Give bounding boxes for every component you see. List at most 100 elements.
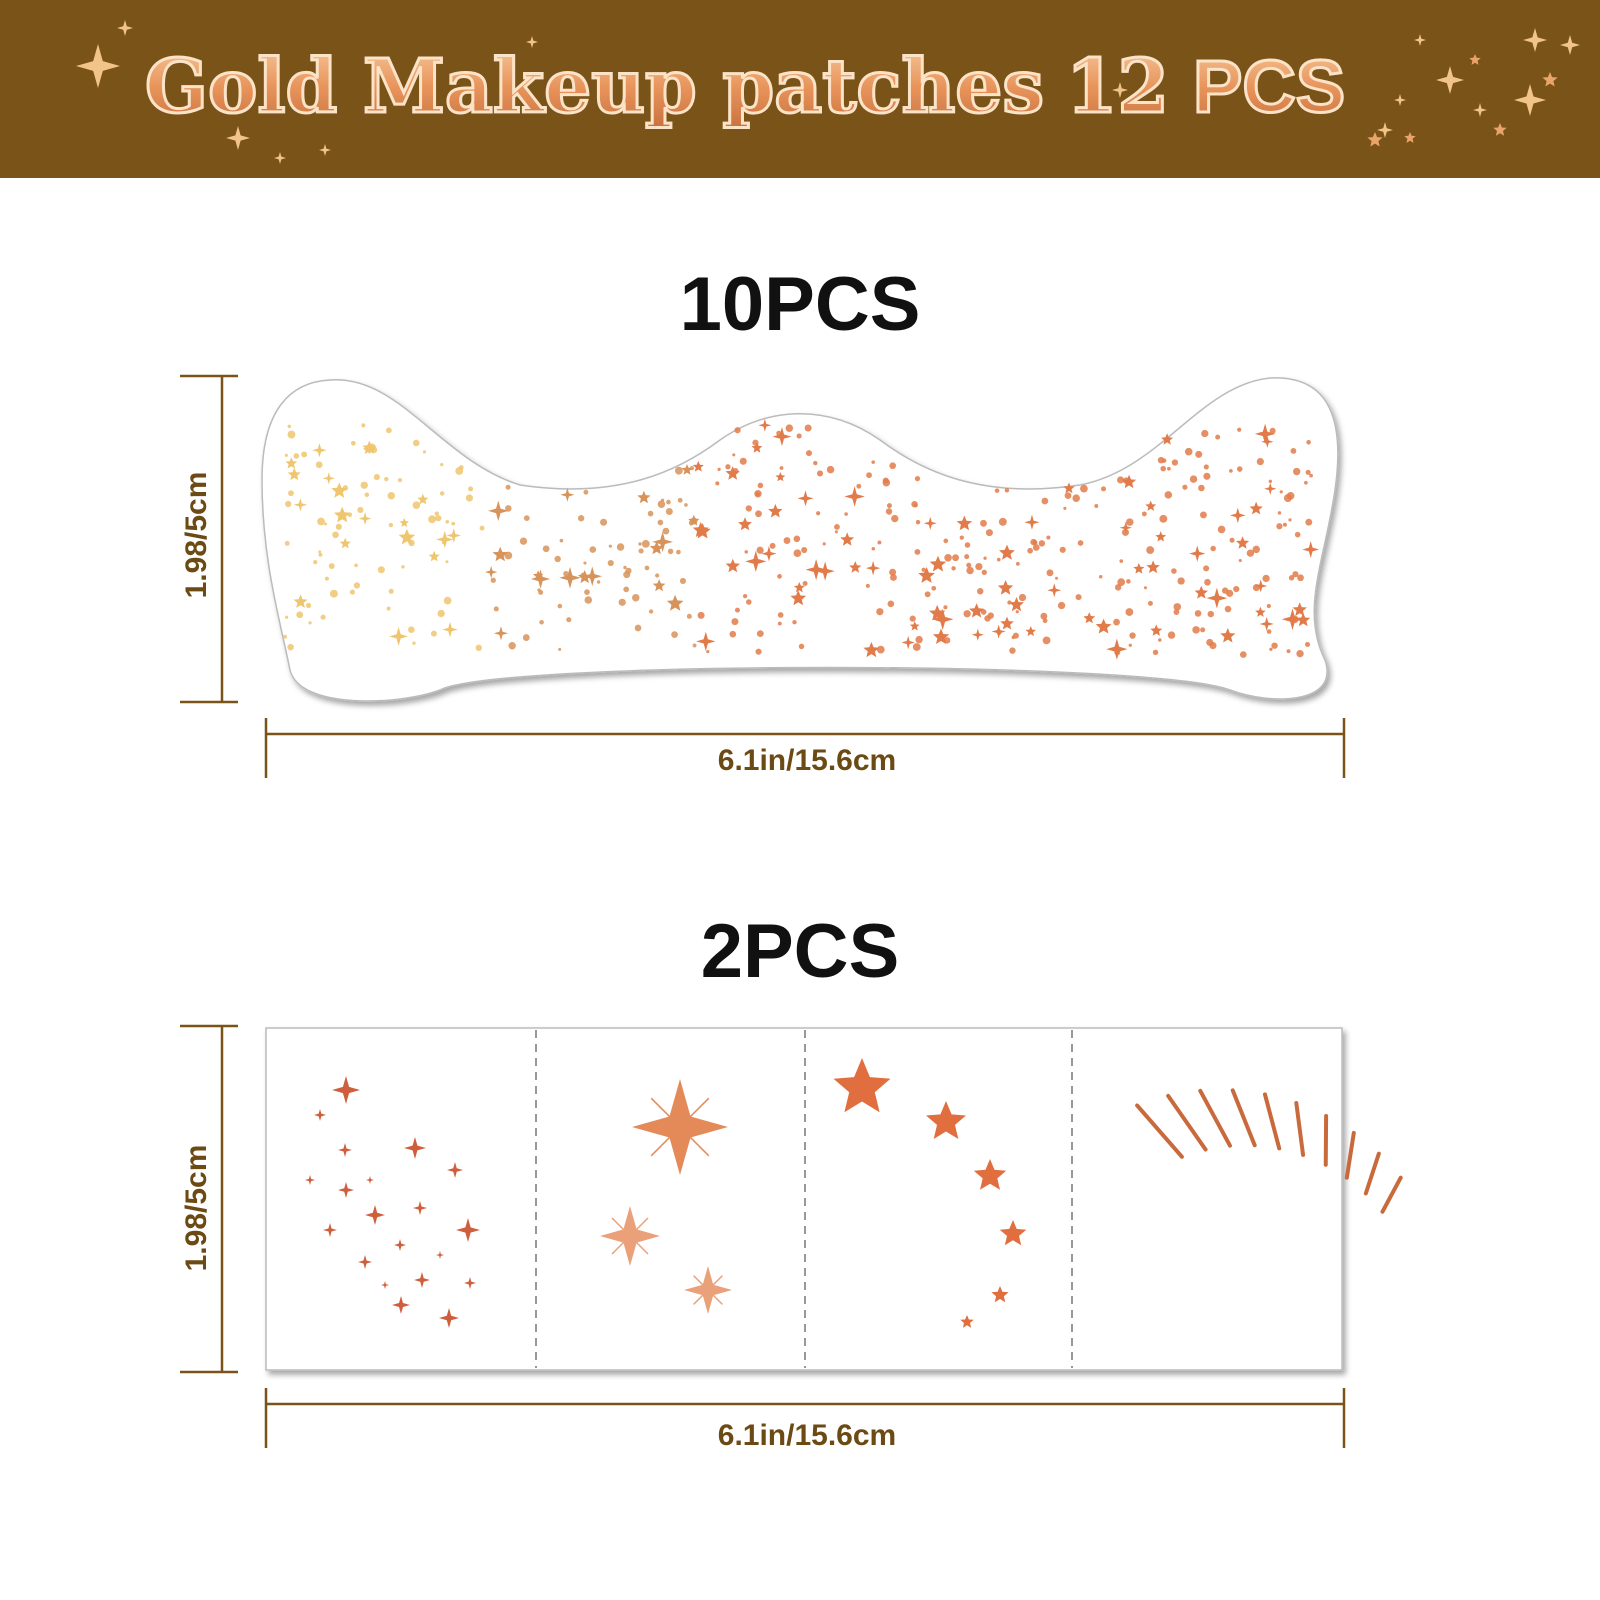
sparkle [381, 1281, 389, 1289]
dot [422, 450, 427, 454]
dot [443, 596, 452, 605]
dot [1167, 631, 1176, 639]
dot [756, 630, 764, 638]
dot [437, 609, 445, 618]
dot [692, 643, 697, 648]
dot [350, 440, 356, 446]
dot [335, 523, 342, 530]
dot [915, 519, 921, 525]
star [1255, 606, 1266, 617]
dot [1126, 579, 1131, 584]
dot [697, 611, 705, 619]
star [287, 467, 301, 481]
sparkle [76, 44, 120, 88]
dot [1046, 569, 1054, 577]
dot [360, 481, 368, 489]
dot [1304, 641, 1311, 648]
dot [1203, 565, 1210, 572]
dot [677, 497, 683, 503]
sparkle [414, 1272, 430, 1288]
dot [618, 598, 626, 606]
star [929, 604, 946, 621]
star [1150, 624, 1163, 636]
dot [354, 563, 358, 568]
dot [662, 527, 670, 535]
star [926, 1101, 966, 1139]
dot [387, 492, 396, 500]
dot [647, 510, 654, 517]
dot [877, 540, 882, 545]
dot [328, 563, 335, 570]
dot [1063, 506, 1067, 510]
dot [475, 644, 482, 652]
dot [1173, 609, 1180, 615]
star [681, 464, 693, 475]
dot [1237, 427, 1242, 432]
star [692, 460, 704, 472]
star [637, 490, 651, 504]
star [1009, 597, 1024, 612]
dot [1268, 479, 1273, 484]
sparkle [436, 530, 454, 549]
star [652, 579, 666, 592]
star [1542, 72, 1558, 87]
dot [1157, 456, 1165, 464]
dot [1009, 647, 1016, 654]
dot [876, 608, 884, 616]
dot [914, 475, 921, 482]
dot [301, 451, 308, 458]
dot [943, 637, 951, 644]
dot [889, 462, 897, 470]
sparkle [923, 516, 937, 530]
dot [1207, 610, 1215, 618]
dot [1038, 540, 1046, 547]
dot [1306, 440, 1311, 445]
dot [505, 505, 512, 512]
dot [439, 491, 445, 496]
dot [822, 542, 826, 546]
sparkle [464, 1277, 476, 1289]
dot [1032, 544, 1040, 551]
dot [1040, 612, 1048, 620]
star [1469, 54, 1481, 65]
width-dimension: 6.1in/15.6cm [264, 718, 1346, 778]
dot [1201, 429, 1209, 438]
dot [283, 634, 288, 639]
dot [732, 453, 736, 457]
lash-line [1380, 1175, 1403, 1214]
dot [777, 612, 784, 618]
dot [729, 630, 737, 638]
dot [1125, 608, 1134, 616]
header-title: Gold Makeup patches 12 PCS [145, 44, 1345, 130]
sparkle [758, 418, 772, 432]
sparkle [1436, 66, 1464, 94]
star [285, 457, 298, 469]
dot [508, 642, 516, 650]
dot [1305, 518, 1313, 526]
dot [1189, 475, 1198, 483]
sparkle [844, 486, 865, 507]
dot [1152, 649, 1159, 656]
dot [608, 544, 612, 548]
dot [1167, 466, 1171, 471]
star [398, 528, 416, 545]
dot [377, 566, 385, 574]
dot [684, 503, 688, 507]
sheet-pattern [305, 1058, 1403, 1328]
sparkle [338, 1182, 354, 1198]
dot [1146, 546, 1155, 555]
sparkle [1261, 435, 1274, 448]
dot [779, 466, 784, 470]
star [666, 594, 684, 611]
dot [332, 531, 339, 539]
section-label: 2PCS [701, 909, 900, 994]
dot [1171, 568, 1177, 574]
sparkle [484, 565, 498, 579]
dot [1080, 484, 1088, 493]
dot [943, 605, 948, 610]
dot [401, 565, 405, 569]
dot [866, 472, 872, 479]
dot [1305, 469, 1311, 475]
sparkle [1024, 514, 1040, 530]
